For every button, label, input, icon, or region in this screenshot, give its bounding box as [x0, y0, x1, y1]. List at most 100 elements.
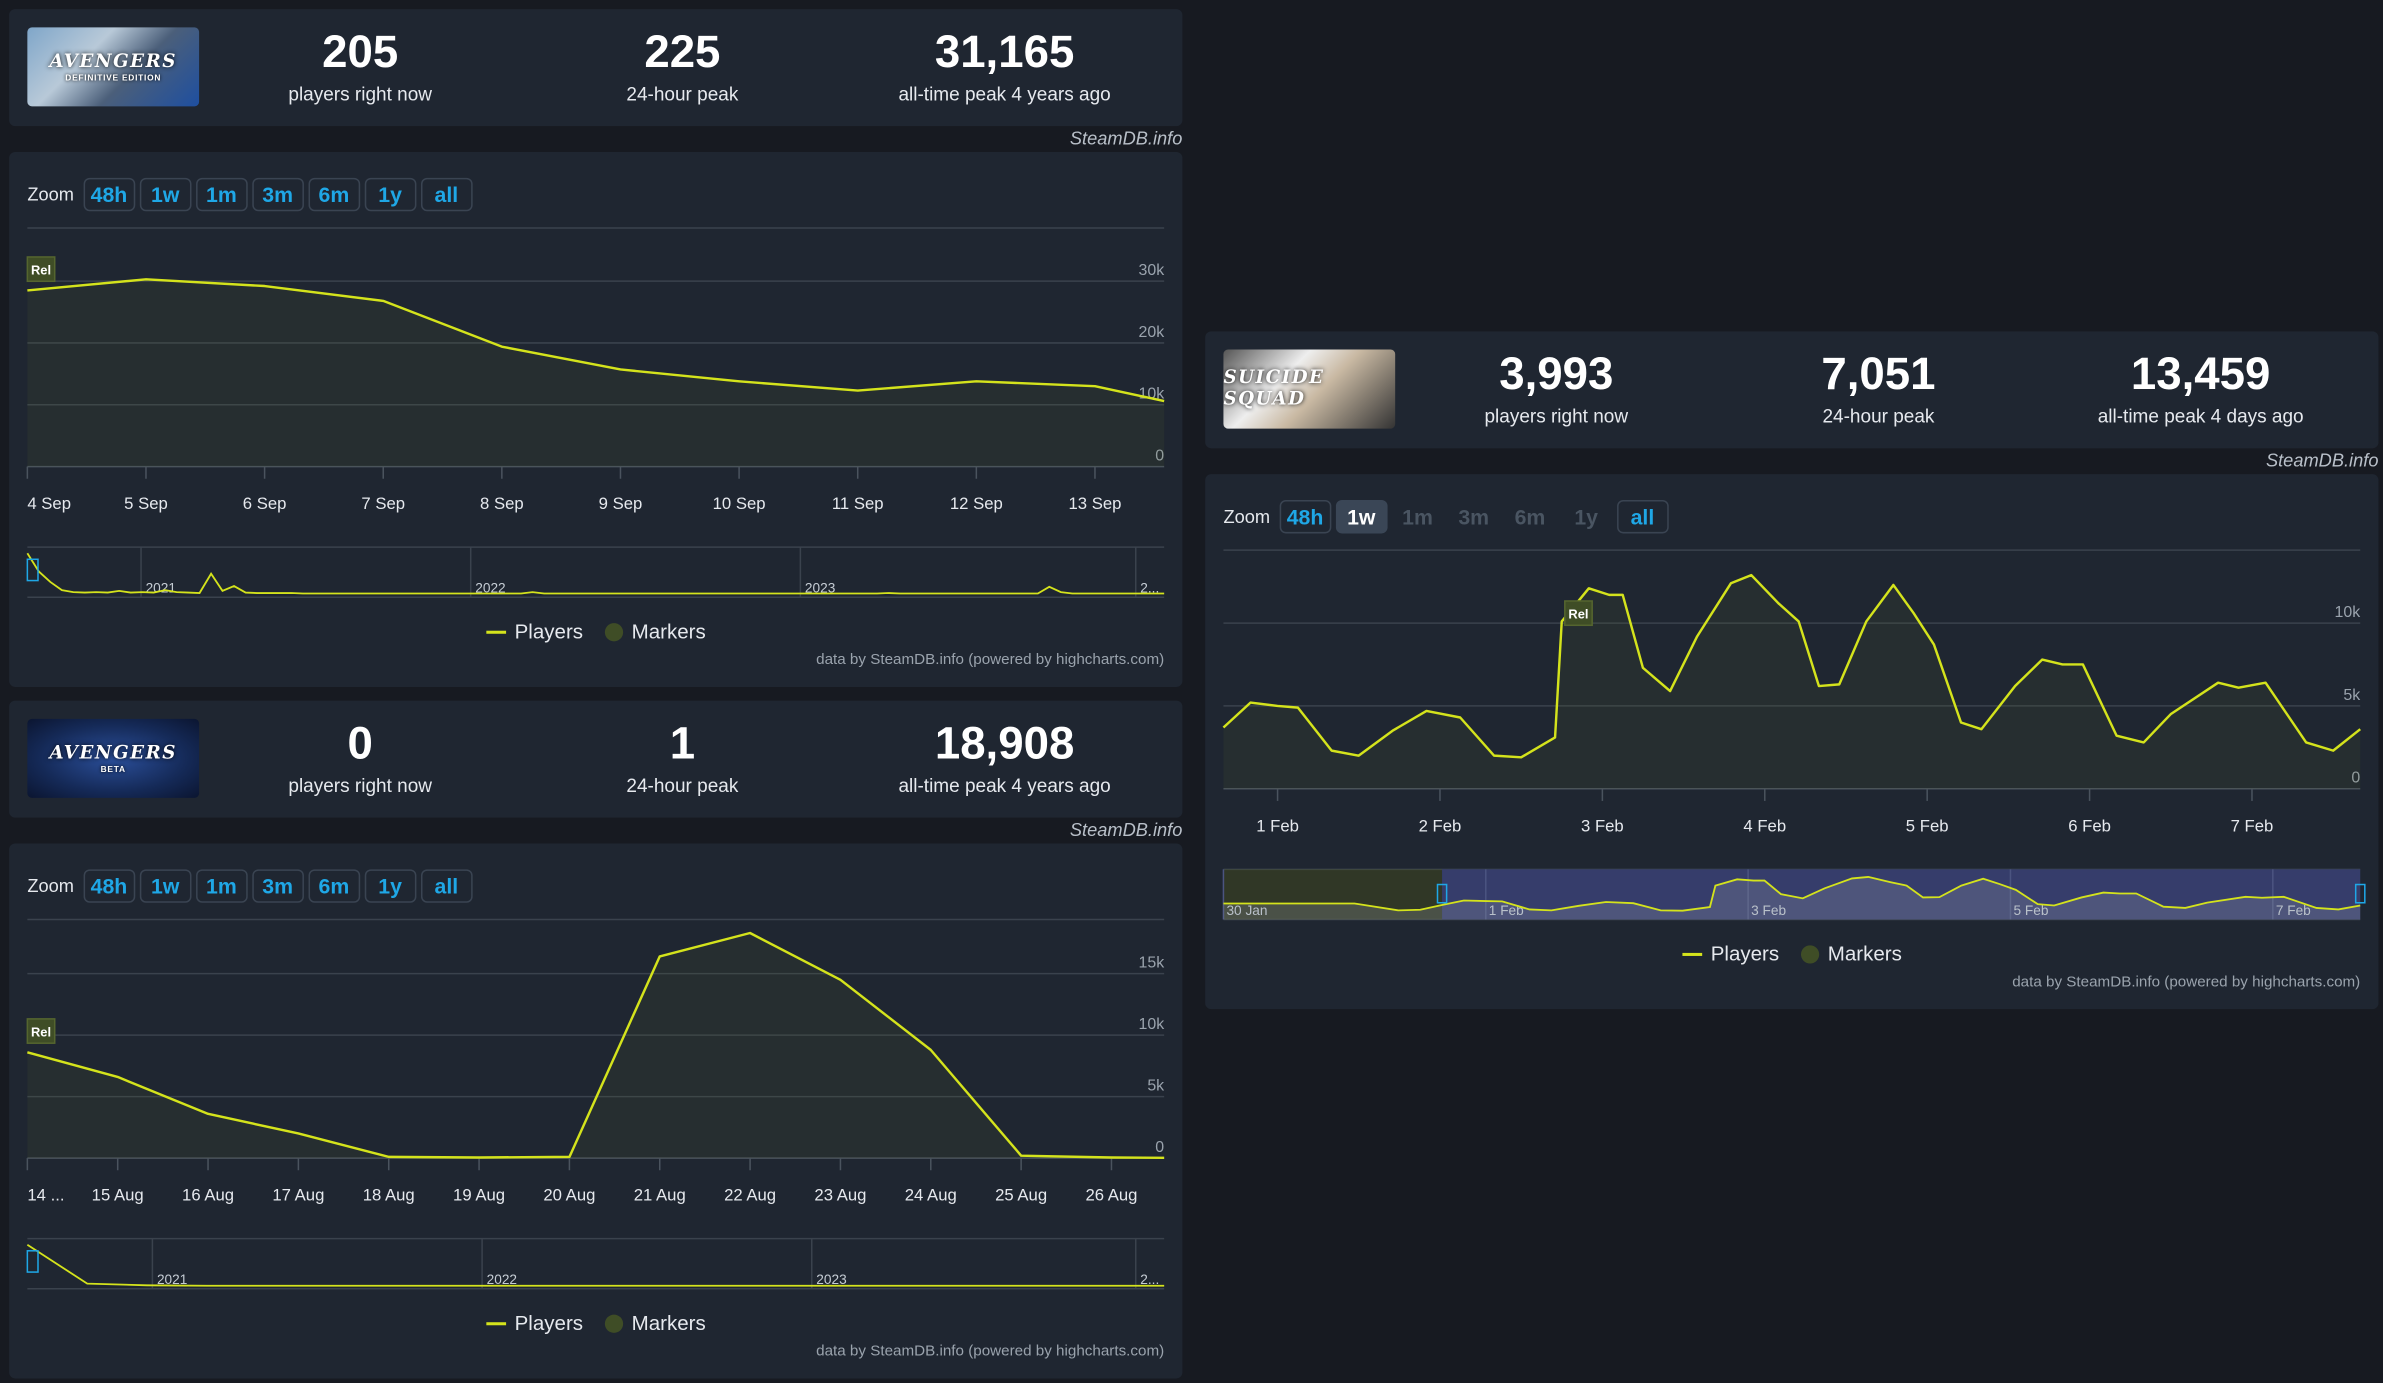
x-tick-label: 17 Aug [272, 1186, 324, 1205]
zoom-label: Zoom [1223, 506, 1271, 528]
legend-players[interactable]: Players [485, 620, 584, 643]
zoom-button-6m[interactable]: 6m [1514, 504, 1546, 529]
legend-label: Players [514, 1311, 584, 1335]
x-tick-label: 20 Aug [543, 1186, 595, 1205]
legend-markers[interactable]: Markers [604, 620, 706, 643]
zoom-button-1y[interactable]: 1y [1574, 504, 1599, 529]
line-swatch-icon [485, 1321, 506, 1325]
zoom-button-1w[interactable]: 1w [139, 177, 192, 212]
zoom-button-1w[interactable]: 1w [139, 869, 192, 903]
stat-value: 0 [347, 718, 373, 770]
game-logo: SUICIDE SQUAD [1223, 366, 1325, 409]
legend-markers[interactable]: Markers [1800, 942, 1902, 965]
zoom-selector: Zoom 48h 1w 1m 3m 6m 1y all [27, 176, 473, 212]
players-line [27, 931, 1165, 1159]
steamdb-watermark[interactable]: SteamDB.info [1069, 819, 1183, 841]
x-tick-label: 13 Sep [1068, 494, 1121, 513]
y-tick-label: 0 [1155, 447, 1164, 464]
x-tick-label: 3 Feb [1581, 816, 1624, 835]
release-marker-label: Rel [1568, 606, 1588, 621]
zoom-button-1y[interactable]: 1y [364, 869, 416, 903]
stat-label: players right now [288, 83, 433, 105]
x-tick-label: 5 Feb [1906, 816, 1949, 835]
navigator-label: 2... [1140, 581, 1159, 596]
x-tick-label: 2 Feb [1419, 816, 1462, 835]
zoom-button-3m[interactable]: 3m [251, 177, 304, 212]
game-thumbnail[interactable]: AVENGERS DEFINITIVE EDITION [27, 27, 200, 107]
chart-credits[interactable]: data by SteamDB.info (powered by highcha… [816, 651, 1165, 669]
navigator-series [1223, 876, 2361, 912]
x-tick-label: 24 Aug [905, 1186, 957, 1205]
navigator-label: 2023 [816, 1272, 846, 1287]
zoom-button-1m[interactable]: 1m [195, 177, 248, 212]
x-tick-label: 18 Aug [363, 1186, 415, 1205]
game-thumbnail[interactable]: AVENGERS BETA [27, 718, 200, 798]
stat-all-time-peak: 13,459 all-time peak 4 days ago [2049, 350, 2353, 429]
x-tick-label: 22 Aug [724, 1186, 776, 1205]
stat-24h-peak: 1 24-hour peak [530, 719, 834, 798]
stat-value: 13,459 [2130, 349, 2271, 400]
dot-swatch-icon [604, 622, 623, 641]
x-tick-label: 10 Sep [713, 494, 766, 513]
legend-players[interactable]: Players [1681, 942, 1779, 965]
x-tick-label: 12 Sep [950, 494, 1003, 513]
chart-legend: Players Markers [1205, 942, 2378, 965]
x-tick-label: 16 Aug [182, 1186, 234, 1205]
zoom-button-all[interactable]: all [1616, 500, 1669, 534]
zoom-button-1m[interactable]: 1m [1402, 504, 1433, 529]
legend-players[interactable]: Players [485, 1311, 584, 1335]
zoom-button-1y[interactable]: 1y [364, 177, 416, 212]
chart-credits[interactable]: data by SteamDB.info (powered by highcha… [2012, 974, 2361, 991]
game-logo: AVENGERS [49, 741, 177, 763]
stat-value: 7,051 [1821, 349, 1936, 400]
navigator-label: 1 Feb [1489, 903, 1524, 918]
player-count-chart[interactable]: 0 10k 20k 30k 4 Sep 5 Sep 6 Sep 7 Sep 8 Sep 9 Sep… [9, 152, 1182, 687]
zoom-button-6m[interactable]: 6m [308, 869, 360, 903]
x-tick-label: 4 Feb [1743, 816, 1786, 835]
y-tick-label: 20k [1138, 324, 1164, 341]
navigator-label: 2021 [157, 1272, 187, 1287]
zoom-button-3m[interactable]: 3m [1458, 504, 1490, 529]
stat-24h-peak: 7,051 24-hour peak [1726, 350, 2030, 429]
navigator-handle-left [1436, 883, 1448, 904]
navigator-label: 5 Feb [2014, 903, 2049, 918]
x-tick-label: 25 Aug [995, 1186, 1047, 1205]
player-count-chart[interactable]: 0 5k 10k 15k 14 ... 15 Aug 16 Aug 17 Aug 18 Aug 1… [9, 843, 1182, 1378]
y-tick-label: 0 [2351, 770, 2360, 787]
game-thumbnail[interactable]: SUICIDE SQUAD [1223, 349, 1396, 429]
game-logo: AVENGERS [49, 50, 177, 72]
chart-legend: Players Markers [9, 620, 1182, 643]
y-tick-label: 10k [2335, 604, 2361, 621]
steamdb-watermark[interactable]: SteamDB.info [2265, 449, 2379, 472]
navigator-series [26, 1243, 1165, 1287]
chart-credits[interactable]: data by SteamDB.info (powered by highcha… [816, 1343, 1165, 1361]
x-tick-label: 23 Aug [814, 1186, 866, 1205]
zoom-button-all[interactable]: all [420, 869, 473, 903]
zoom-button-all[interactable]: all [420, 177, 473, 212]
y-tick-label: 5k [2343, 687, 2360, 704]
steamdb-watermark[interactable]: SteamDB.info [1069, 127, 1183, 149]
x-tick-label: 21 Aug [634, 1186, 686, 1205]
stat-label: 24-hour peak [1822, 405, 1935, 428]
legend-label: Markers [631, 1311, 706, 1335]
legend-markers[interactable]: Markers [604, 1311, 706, 1335]
zoom-button-1m[interactable]: 1m [195, 869, 248, 903]
player-count-chart[interactable]: 0 5k 10k 1 Feb 2 Feb 3 Feb 4 Feb 5 Feb 6 Feb 7 Fe… [1205, 474, 2378, 1009]
zoom-button-48h[interactable]: 48h [83, 177, 135, 212]
stat-label: players right now [288, 775, 433, 797]
legend-label: Players [514, 620, 584, 643]
zoom-button-48h[interactable]: 48h [83, 869, 135, 903]
y-tick-label: 10k [1138, 1016, 1164, 1033]
zoom-button-48h[interactable]: 48h [1279, 500, 1331, 534]
y-tick-label: 0 [1155, 1139, 1164, 1156]
zoom-button-1w[interactable]: 1w [1335, 500, 1388, 534]
x-tick-label: 8 Sep [480, 494, 524, 513]
navigator-handle [26, 558, 39, 582]
navigator-label: 2022 [487, 1272, 517, 1287]
stat-all-time-peak: 18,908 all-time peak 4 years ago [853, 719, 1157, 798]
zoom-label: Zoom [27, 875, 74, 897]
zoom-label: Zoom [27, 183, 74, 206]
zoom-button-3m[interactable]: 3m [251, 869, 304, 903]
zoom-button-6m[interactable]: 6m [308, 177, 360, 212]
